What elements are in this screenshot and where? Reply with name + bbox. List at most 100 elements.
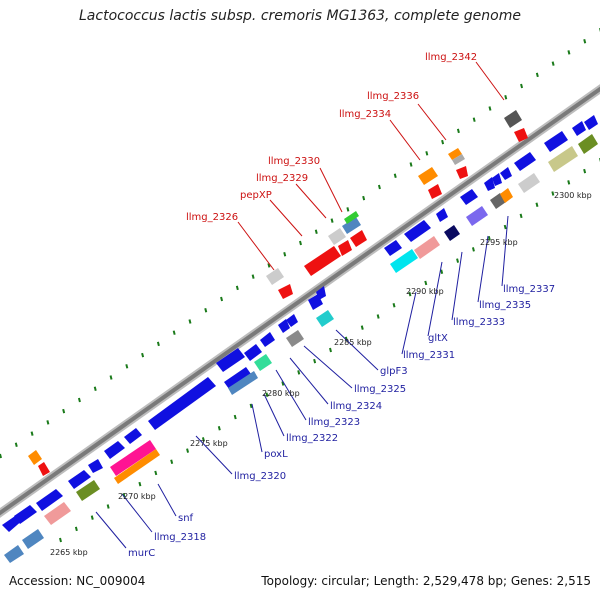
gene-block[interactable] (572, 121, 586, 136)
gene-label[interactable]: pepXP (240, 190, 272, 201)
guide-dot (297, 370, 301, 375)
gene-block[interactable] (76, 480, 100, 501)
gene-block[interactable] (456, 166, 468, 179)
gene-block[interactable] (278, 319, 290, 333)
gene-block[interactable] (124, 428, 142, 444)
gene-block[interactable] (114, 449, 160, 484)
gene-block[interactable] (338, 240, 352, 256)
colored-gene-blocks (4, 134, 598, 563)
gene-block[interactable] (44, 502, 71, 525)
gene-block[interactable] (28, 450, 42, 465)
gene-block[interactable] (260, 332, 275, 347)
gene-block[interactable] (578, 134, 598, 154)
gene-label[interactable]: glpF3 (380, 366, 408, 377)
gene-block[interactable] (244, 344, 262, 361)
guide-dot (472, 117, 476, 122)
gene-block[interactable] (22, 529, 44, 549)
gene-block[interactable] (514, 128, 528, 142)
gene-block[interactable] (110, 440, 156, 476)
guide-dot (330, 218, 334, 223)
guide-dot (551, 191, 555, 196)
gene-block[interactable] (514, 152, 536, 171)
gene-block[interactable] (68, 470, 91, 489)
gene-label[interactable]: llmg_2323 (308, 417, 360, 428)
gene-block[interactable] (286, 330, 304, 347)
gene-block[interactable] (390, 249, 418, 273)
gene-block[interactable] (304, 246, 341, 276)
gene-block[interactable] (414, 236, 440, 259)
guide-dot (186, 448, 190, 453)
gene-label[interactable]: llmg_2337 (503, 284, 555, 295)
gene-block[interactable] (428, 184, 442, 199)
gene-block[interactable] (436, 208, 448, 222)
guide-dot (283, 251, 287, 257)
gene-block[interactable] (452, 154, 465, 165)
gene-block[interactable] (418, 167, 438, 185)
gene-block[interactable] (500, 167, 512, 180)
gene-block[interactable] (266, 268, 284, 285)
guide-dot (249, 403, 253, 409)
gene-block[interactable] (384, 240, 402, 256)
gene-block[interactable] (518, 173, 540, 193)
gene-label[interactable]: llmg_2335 (479, 300, 531, 311)
gene-block[interactable] (36, 489, 63, 511)
gene-block[interactable] (404, 220, 431, 242)
gene-block[interactable] (344, 211, 359, 224)
gene-label[interactable]: llmg_2322 (286, 433, 338, 444)
gene-block[interactable] (316, 286, 326, 300)
gene-label[interactable]: llmg_2331 (403, 350, 455, 361)
guide-dot (567, 180, 571, 185)
gene-label[interactable]: llmg_2324 (330, 401, 382, 412)
gene-label[interactable]: llmg_2342 (425, 52, 477, 63)
gene-block[interactable] (350, 230, 367, 247)
guide-dot (46, 420, 50, 425)
gene-label[interactable]: llmg_2330 (268, 156, 320, 167)
map-title: Lactococcus lactis subsp. cremoris MG136… (79, 8, 521, 24)
gene-block[interactable] (4, 545, 24, 563)
gene-block[interactable] (88, 459, 103, 473)
gene-block[interactable] (548, 146, 578, 172)
gene-label[interactable]: poxL (264, 449, 288, 460)
guide-dot (504, 95, 508, 100)
gene-label[interactable]: llmg_2333 (453, 317, 505, 328)
gene-label[interactable]: llmg_2326 (186, 212, 238, 223)
gene-block[interactable] (328, 228, 346, 245)
gene-block[interactable] (544, 131, 568, 152)
gene-block[interactable] (460, 189, 478, 205)
gene-block[interactable] (584, 115, 598, 130)
guide-dot (265, 392, 269, 397)
gene-label[interactable]: llmg_2318 (154, 532, 206, 543)
gene-block[interactable] (224, 367, 251, 389)
gene-block[interactable] (342, 217, 361, 234)
ruler-label: 2280 kbp (262, 389, 300, 398)
gene-block[interactable] (484, 177, 495, 191)
gene-block[interactable] (14, 505, 37, 524)
guide-dot (106, 504, 110, 509)
gene-label[interactable]: llmg_2320 (234, 471, 286, 482)
ruler-label: 2275 kbp (190, 439, 228, 448)
gene-label[interactable]: llmg_2334 (339, 109, 391, 120)
gene-block[interactable] (492, 173, 502, 186)
gene-block[interactable] (444, 225, 460, 241)
gene-label[interactable]: snf (178, 513, 194, 524)
gene-block[interactable] (466, 206, 488, 226)
gene-label[interactable]: llmg_2325 (354, 384, 406, 395)
gene-block[interactable] (148, 377, 216, 430)
gene-block[interactable] (278, 284, 293, 299)
gene-label[interactable]: gltX (428, 333, 448, 344)
gene-block[interactable] (316, 310, 334, 327)
gene-label[interactable]: llmg_2336 (367, 91, 419, 102)
gene-block[interactable] (216, 348, 245, 372)
gene-block[interactable] (286, 314, 298, 327)
gene-block[interactable] (228, 371, 258, 395)
gene-block[interactable] (500, 188, 513, 203)
gene-block[interactable] (448, 148, 462, 160)
gene-block[interactable] (504, 110, 522, 128)
gene-label[interactable]: llmg_2329 (256, 173, 308, 184)
guide-dot (233, 414, 237, 420)
gene-block[interactable] (254, 354, 272, 371)
gene-label[interactable]: murC (128, 548, 155, 559)
gene-block[interactable] (104, 441, 125, 459)
gene-block[interactable] (38, 462, 50, 476)
guide-dot (392, 303, 396, 308)
